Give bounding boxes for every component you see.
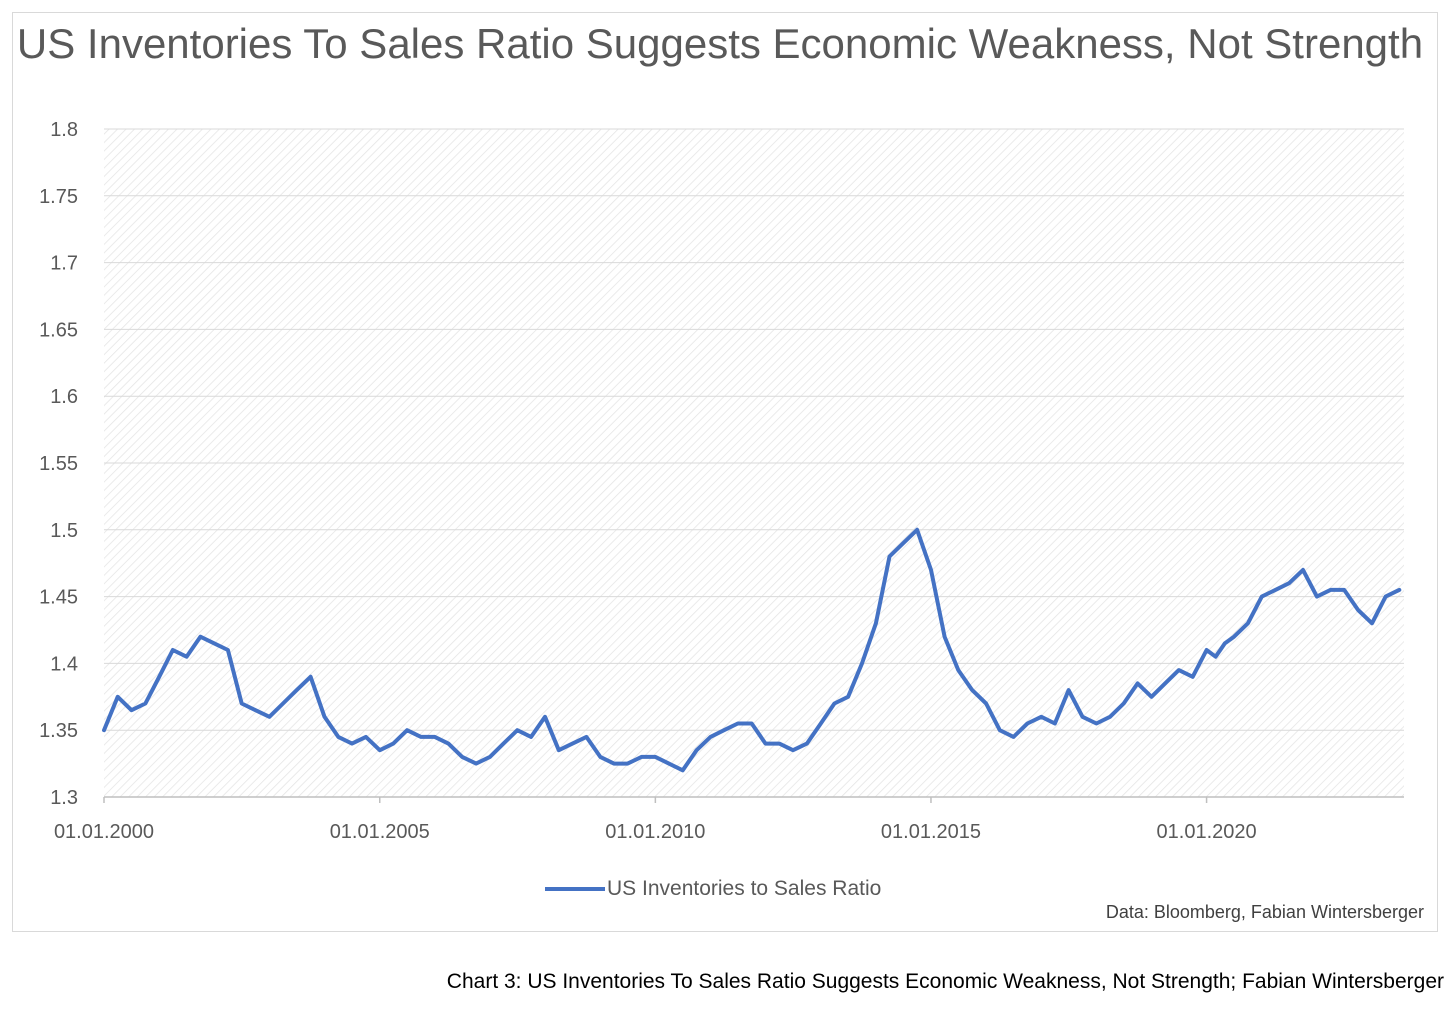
chart-title: US Inventories To Sales Ratio Suggests E… xyxy=(16,20,1424,67)
x-tick-label: 01.01.2020 xyxy=(1157,821,1257,843)
y-tick-label: 1.6 xyxy=(50,386,78,408)
legend-label: US Inventories to Sales Ratio xyxy=(607,877,882,900)
source-note: Data: Bloomberg, Fabian Wintersberger xyxy=(1105,902,1424,922)
y-tick-label: 1.65 xyxy=(39,319,78,341)
y-tick-label: 1.55 xyxy=(39,453,78,475)
y-tick-label: 1.5 xyxy=(50,520,78,542)
caption: Chart 3: US Inventories To Sales Ratio S… xyxy=(446,970,1444,993)
y-tick-label: 1.7 xyxy=(50,253,78,275)
y-tick-label: 1.75 xyxy=(39,186,78,208)
series-line-us-inventories-to-sales-ratio xyxy=(102,527,1402,773)
y-tick-label: 1.3 xyxy=(50,787,78,809)
y-tick-label: 1.45 xyxy=(39,587,78,609)
x-tick-label: 01.01.2010 xyxy=(605,821,705,843)
legend: US Inventories to Sales Ratio xyxy=(545,876,881,902)
x-tick-label: 01.01.2015 xyxy=(881,821,981,843)
y-tick-label: 1.4 xyxy=(50,653,78,675)
x-tick-label: 01.01.2000 xyxy=(54,821,154,843)
legend-swatch xyxy=(545,887,605,891)
y-tick-label: 1.35 xyxy=(39,720,78,742)
x-tick-label: 01.01.2005 xyxy=(330,821,430,843)
y-tick-label: 1.8 xyxy=(50,119,78,141)
